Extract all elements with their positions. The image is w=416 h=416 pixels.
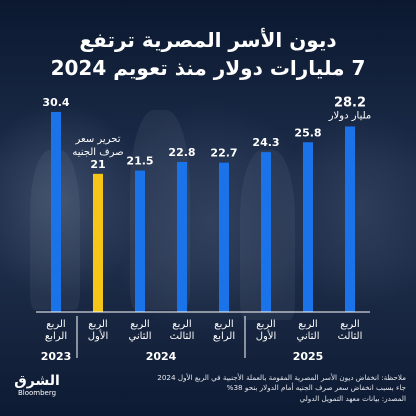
value-label: 21.5 [126,155,153,168]
tick-label: الرابع [45,331,67,342]
bar [303,142,313,312]
bar [177,162,187,312]
tick-label: الربع [46,319,65,330]
bar [261,152,271,312]
tick-label: الربع [256,319,275,330]
tick-label: الأول [88,329,109,342]
value-label: 22.7 [210,147,237,160]
unit-label: مليار دولار [328,110,372,121]
bar [219,162,229,312]
annotation-text: صرف الجنيه [72,147,123,158]
tick-label: الأول [256,329,277,342]
tick-label: الثاني [128,331,151,342]
brand-logo: الشرق Bloomberg [14,373,60,398]
tick-label: الثالث [170,331,195,342]
tick-label: الربع [172,319,191,330]
chart-title-line2: 7 مليارات دولار منذ تعويم 2024 [50,56,366,80]
bar [345,126,355,312]
tick-label: الربع [214,319,233,330]
tick-label: الربع [340,319,359,330]
footnote-line1: ملاحظة: انخفاض ديون الأسر المصرية المقوم… [157,373,406,382]
tick-label: الثاني [296,331,319,342]
source-note: المصدر: بيانات معهد التمويل الدولي [299,394,406,403]
value-label: 24.3 [252,136,279,149]
tick-label: الربع [298,319,317,330]
logo-sub-text: Bloomberg [17,389,57,397]
chart-title-line1: ديون الأسر المصرية ترتفع [79,28,337,52]
value-label: 22.8 [168,146,195,159]
bar [135,170,145,312]
value-label: 21 [90,158,105,171]
tick-label: الربع [130,319,149,330]
tick-label: الرابع [213,331,235,342]
year-label: 2024 [146,350,177,363]
year-label: 2025 [293,350,324,363]
logo-main-text: الشرق [14,373,60,389]
value-label: 28.2 [334,95,366,110]
footnote-line2: جاء بسبب انخفاض سعر صرف الجنيه أمام الدو… [226,383,406,392]
year-label: 2023 [41,350,72,363]
value-label: 25.8 [294,126,321,139]
annotation-text: تحرير سعر [75,134,121,145]
tick-label: الثالث [338,331,363,342]
value-label: 30.4 [42,96,69,109]
bar [93,173,103,312]
tick-label: الربع [88,319,107,330]
bar [51,112,61,312]
